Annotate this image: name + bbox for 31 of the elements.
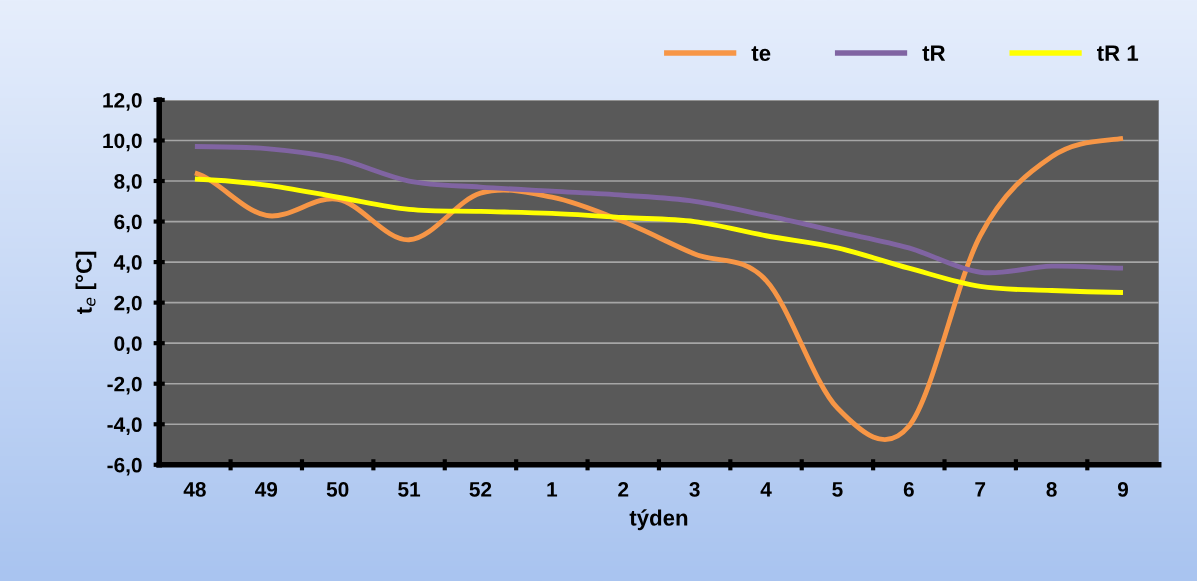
x-tick-label: 6 <box>903 482 914 497</box>
legend-label: tR 1 <box>1096 45 1139 61</box>
y-tick-label: 0,0 <box>114 336 142 354</box>
y-tick-label: 2,0 <box>114 295 142 314</box>
x-tick-label: 5 <box>832 482 843 497</box>
line-series <box>192 144 1126 276</box>
x-tick-label: 2 <box>618 482 629 497</box>
x-axis-title: týden <box>629 509 688 531</box>
x-tick-label: 48 <box>183 482 206 497</box>
x-tick-label: 1 <box>547 482 558 497</box>
y-axis-title: t$_{e}$ [°C] <box>75 251 97 314</box>
x-tick-label: 7 <box>975 482 986 497</box>
x-tick-label: 3 <box>689 482 700 497</box>
y-tick-label: 10,0 <box>103 133 142 152</box>
y-tick-label: -2,0 <box>107 376 142 395</box>
x-tick-label: 52 <box>469 482 492 497</box>
x-tick-label: 9 <box>1117 482 1129 497</box>
legend-label: te <box>751 46 771 61</box>
y-tick-label: 8,0 <box>114 174 142 192</box>
x-tick-label: 4 <box>760 482 772 497</box>
y-tick-label: 12,0 <box>103 92 142 111</box>
y-tick-label: -6,0 <box>107 457 142 476</box>
y-tick-label: -4,0 <box>107 417 142 436</box>
y-tick-label: 4,0 <box>113 255 142 273</box>
x-tick-label: 51 <box>398 482 421 497</box>
x-tick-label: 49 <box>255 482 278 497</box>
y-tick-label: 6,0 <box>114 214 142 233</box>
line-series <box>192 176 1126 295</box>
x-tick-label: 50 <box>326 482 349 497</box>
legend-label: tR <box>922 45 946 61</box>
x-tick-label: 8 <box>1046 482 1057 497</box>
